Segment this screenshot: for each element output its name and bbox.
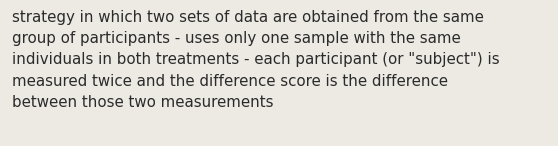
Text: strategy in which two sets of data are obtained from the same
group of participa: strategy in which two sets of data are o… xyxy=(12,10,499,110)
